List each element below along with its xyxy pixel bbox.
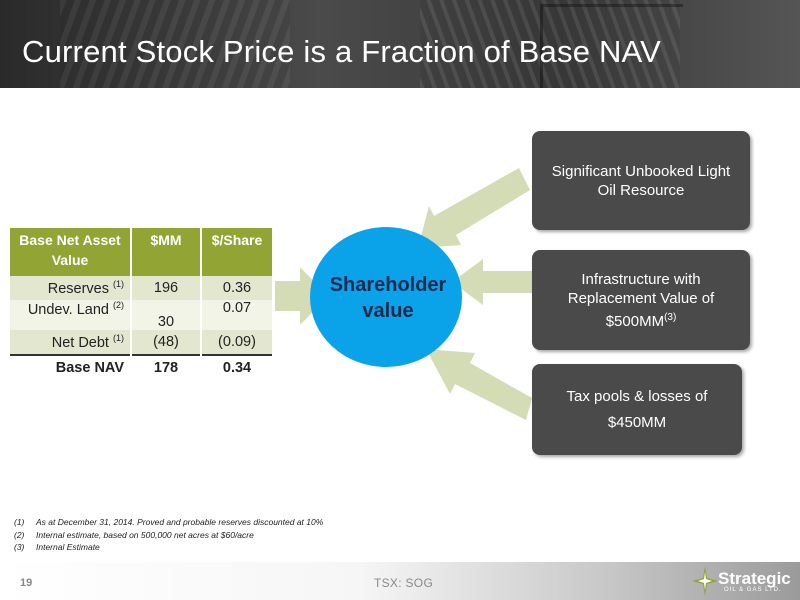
oil-rig-silhouette	[540, 4, 683, 88]
table-row: Undev. Land (2) 30 0.07	[10, 300, 272, 330]
col-header-value: Base Net Asset Value	[10, 228, 132, 276]
table-row: Reserves (1) 196 0.36	[10, 276, 272, 300]
table-total-row: Base NAV 178 0.34	[10, 354, 272, 380]
box-text: Significant Unbooked Light Oil Resource	[551, 162, 731, 199]
tax-pools-box: Tax pools & losses of $450MM	[532, 364, 742, 455]
shareholder-value-ellipse	[310, 227, 462, 367]
row-label: Reserves (1)	[10, 276, 132, 300]
arrow-box1-to-value	[418, 168, 530, 248]
page-number: 19	[20, 577, 33, 589]
footnote: (2) Internal estimate, based on 500,000 n…	[14, 529, 254, 540]
footer-bar	[0, 562, 800, 600]
company-logo: Strategic OIL & GAS LTD.	[690, 566, 796, 596]
unbooked-resource-box: Significant Unbooked Light Oil Resource	[532, 131, 750, 230]
infrastructure-box: Infrastructure with Replacement Value of…	[532, 250, 750, 350]
logo-subtitle: OIL & GAS LTD.	[724, 587, 782, 593]
row-mm: (48)	[131, 330, 202, 355]
row-label: Undev. Land (2)	[10, 300, 132, 330]
row-mm: 30	[131, 300, 202, 330]
shareholder-value-label: Shareholder value	[329, 274, 447, 322]
ticker-symbol: TSX: SOG	[374, 576, 434, 590]
logo-name: Strategic	[718, 569, 791, 588]
box-text: Infrastructure with Replacement Value of…	[567, 270, 715, 330]
table-header-row: Base Net Asset Value $MM $/Share	[10, 228, 272, 276]
arrow-box2-to-value	[452, 259, 533, 305]
row-share: 0.07	[201, 300, 272, 330]
total-mm: 178	[131, 354, 202, 380]
box-text-line2: $450MM	[607, 413, 667, 431]
nav-table: Base Net Asset Value $MM $/Share Reserve…	[10, 228, 272, 380]
col-header-mm: $MM	[131, 228, 202, 276]
row-share: 0.36	[201, 276, 272, 300]
row-mm: 196	[131, 276, 202, 300]
title-banner: Current Stock Price is a Fraction of Bas…	[0, 0, 800, 88]
row-label: Net Debt (1)	[10, 330, 132, 355]
table-row: Net Debt (1) (48) (0.09)	[10, 330, 272, 355]
col-header-share: $/Share	[201, 228, 272, 276]
row-share: (0.09)	[201, 330, 272, 355]
arrow-box3-to-value	[426, 349, 532, 420]
banner-texture	[420, 0, 680, 88]
footnotes: (1) As at December 31, 2014. Proved and p…	[14, 516, 323, 554]
total-label: Base NAV	[10, 354, 132, 380]
footnote: (3) Internal Estimate	[14, 542, 100, 552]
footnote: (1) As at December 31, 2014. Proved and p…	[14, 517, 324, 527]
slide-title: Current Stock Price is a Fraction of Bas…	[22, 34, 661, 69]
star-icon	[692, 566, 718, 596]
arrow-table-to-value	[275, 267, 328, 325]
box-text-line1: Tax pools & losses of	[566, 387, 708, 405]
total-share: 0.34	[201, 354, 272, 380]
banner-texture	[60, 0, 290, 88]
